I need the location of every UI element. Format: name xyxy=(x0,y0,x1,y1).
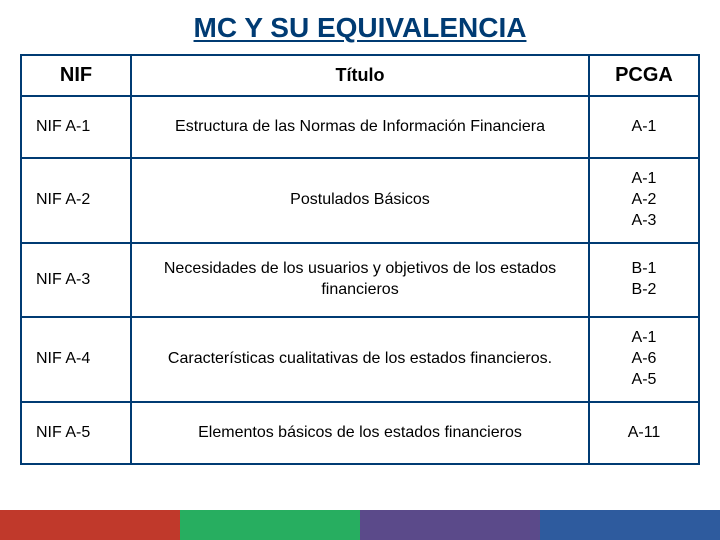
table-row: NIF A-2Postulados BásicosA-1 A-2 A-3 xyxy=(21,158,699,243)
cell-titulo: Necesidades de los usuarios y objetivos … xyxy=(131,243,589,317)
equivalence-table: NIF Título PCGA NIF A-1Estructura de las… xyxy=(20,54,700,465)
header-nif: NIF xyxy=(21,55,131,96)
cell-pcga: A-1 A-2 A-3 xyxy=(589,158,699,243)
cell-titulo: Postulados Básicos xyxy=(131,158,589,243)
cell-titulo: Estructura de las Normas de Información … xyxy=(131,96,589,158)
cell-pcga: A-1 A-6 A-5 xyxy=(589,317,699,402)
table-container: NIF Título PCGA NIF A-1Estructura de las… xyxy=(0,54,720,465)
cell-pcga: B-1 B-2 xyxy=(589,243,699,317)
bar-segment-purple xyxy=(360,510,540,540)
table-row: NIF A-1Estructura de las Normas de Infor… xyxy=(21,96,699,158)
cell-titulo: Elementos básicos de los estados financi… xyxy=(131,402,589,464)
cell-titulo: Características cualitativas de los esta… xyxy=(131,317,589,402)
table-header-row: NIF Título PCGA xyxy=(21,55,699,96)
cell-nif: NIF A-1 xyxy=(21,96,131,158)
table-row: NIF A-3Necesidades de los usuarios y obj… xyxy=(21,243,699,317)
bar-segment-green xyxy=(180,510,360,540)
bottom-color-bar xyxy=(0,510,720,540)
cell-nif: NIF A-4 xyxy=(21,317,131,402)
cell-nif: NIF A-5 xyxy=(21,402,131,464)
header-titulo: Título xyxy=(131,55,589,96)
bar-segment-red xyxy=(0,510,180,540)
cell-pcga: A-1 xyxy=(589,96,699,158)
table-row: NIF A-4Características cualitativas de l… xyxy=(21,317,699,402)
header-pcga: PCGA xyxy=(589,55,699,96)
cell-nif: NIF A-2 xyxy=(21,158,131,243)
bar-segment-blue xyxy=(540,510,720,540)
cell-pcga: A-11 xyxy=(589,402,699,464)
slide-title: MC Y SU EQUIVALENCIA xyxy=(0,0,720,54)
table-row: NIF A-5Elementos básicos de los estados … xyxy=(21,402,699,464)
cell-nif: NIF A-3 xyxy=(21,243,131,317)
